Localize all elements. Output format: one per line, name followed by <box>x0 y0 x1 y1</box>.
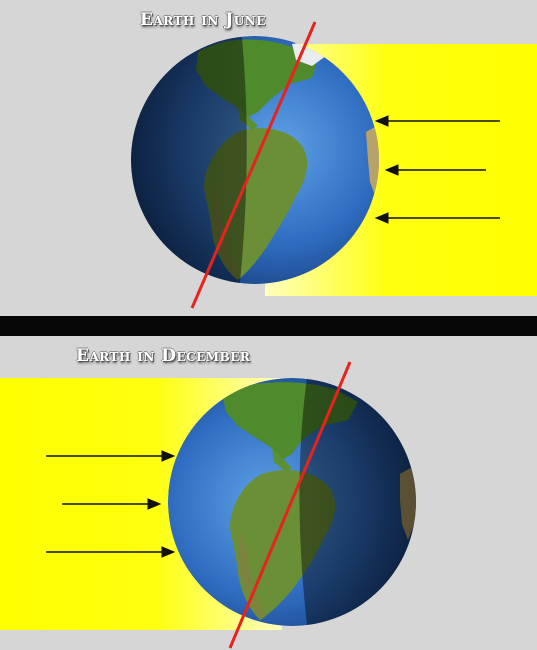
sun-ray-arrow-icon <box>384 164 486 176</box>
sun-ray-arrow-icon <box>46 450 176 462</box>
panel-divider <box>0 316 537 336</box>
sun-ray-arrow-icon <box>374 115 500 127</box>
rotation-axis-icon <box>228 361 352 649</box>
night-side-shadow <box>299 378 416 626</box>
sun-ray-arrow-icon <box>46 546 176 558</box>
june-illustration <box>131 21 537 309</box>
central-america-landmass <box>272 448 292 472</box>
title-earth-in-june: Earth in June <box>140 10 266 30</box>
sun-ray-arrow-icon <box>374 212 500 224</box>
december-illustration <box>0 361 416 649</box>
title-earth-in-december: Earth in December <box>76 346 251 366</box>
sun-ray-arrows <box>374 115 500 224</box>
panel-earth-in-june: Earth in June <box>0 0 537 316</box>
panel-earth-in-december: Earth in December <box>0 336 537 650</box>
africa-edge-landmass <box>366 124 379 198</box>
sun-ray-arrows <box>46 450 176 558</box>
night-side-shadow <box>131 36 247 284</box>
sun-ray-arrow-icon <box>62 498 162 510</box>
rotation-axis-icon <box>190 21 317 309</box>
